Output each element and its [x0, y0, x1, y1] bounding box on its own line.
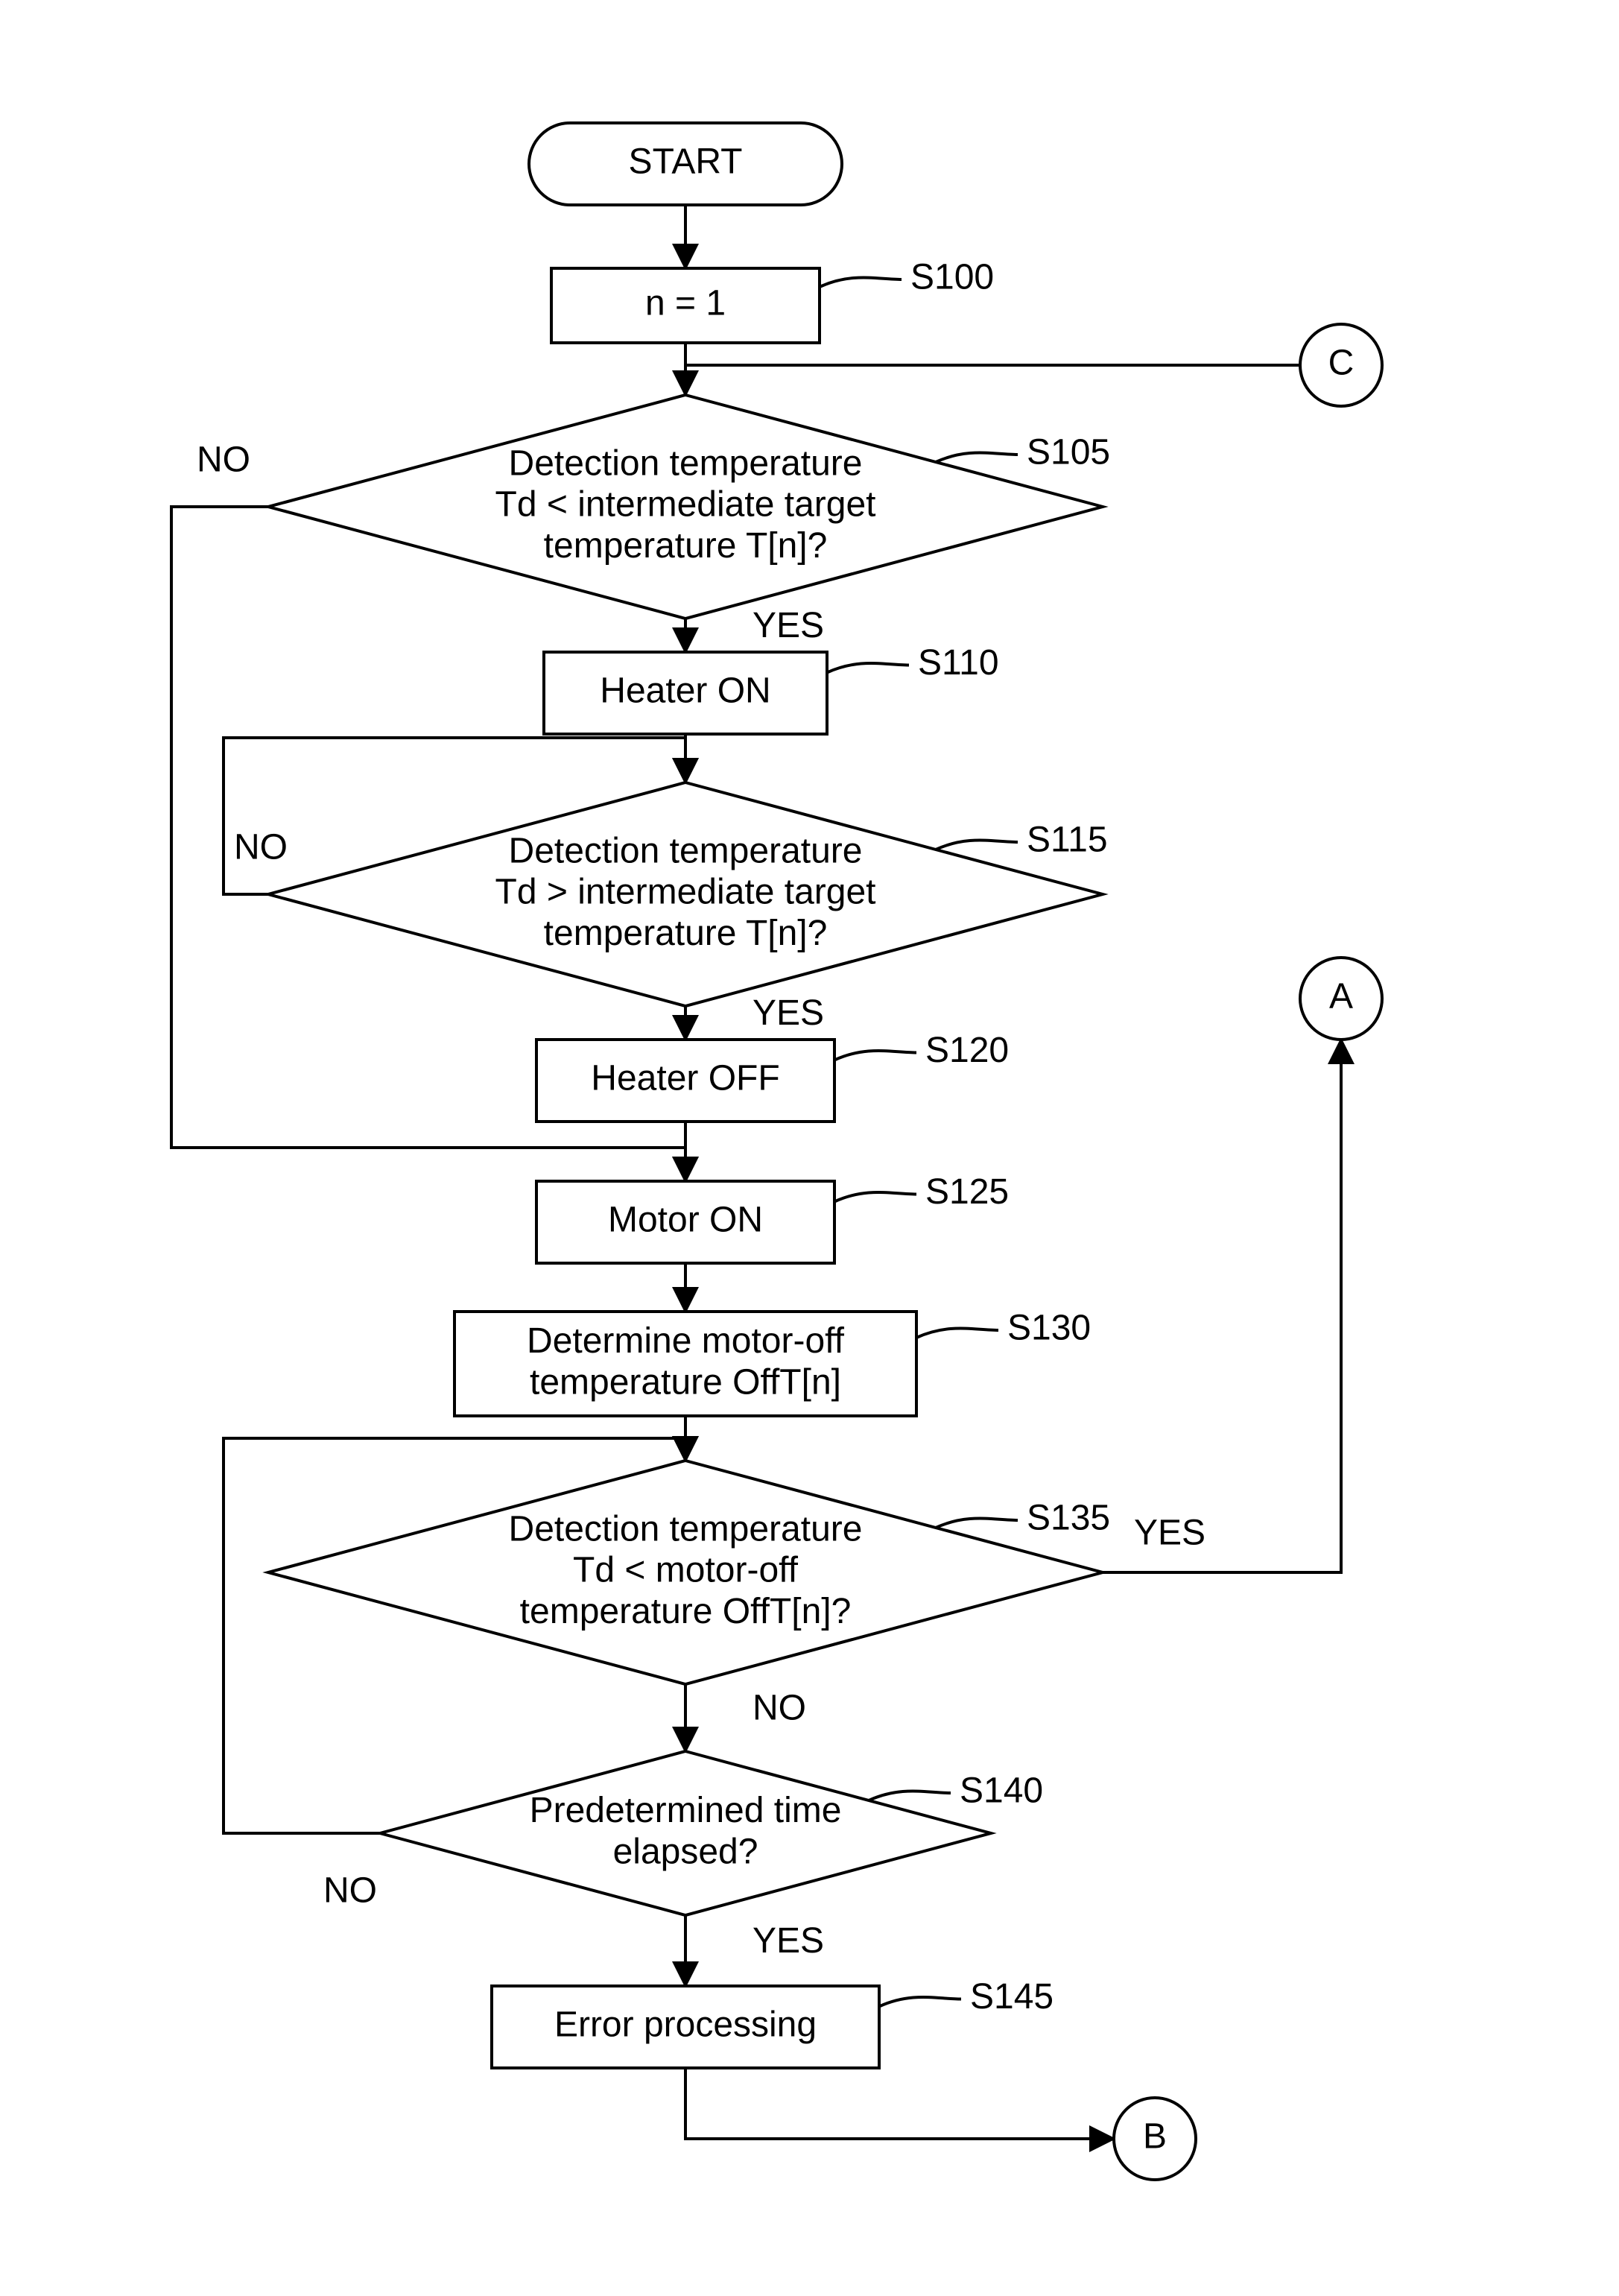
edge-label: NO [323, 1871, 377, 1911]
edge-label: YES [753, 1921, 824, 1961]
edge-label: YES [753, 993, 824, 1033]
decision-label: Td < motor-off [573, 1551, 799, 1590]
step-label: S145 [970, 1977, 1054, 2017]
decision-label: Td < intermediate target [495, 485, 876, 525]
step-label: S115 [1027, 820, 1108, 860]
step-label: S120 [925, 1031, 1009, 1070]
decision-label: elapsed? [613, 1832, 758, 1871]
terminator-label: START [629, 142, 743, 182]
step-label: S125 [925, 1172, 1009, 1212]
flow-edge [685, 2068, 1114, 2139]
process-label: Heater ON [600, 671, 770, 711]
step-label: S135 [1027, 1499, 1110, 1538]
decision-label: Detection temperature [509, 443, 863, 483]
process-label: temperature OffT[n] [530, 1362, 841, 1402]
connector-label: B [1143, 2117, 1167, 2157]
edge-label: NO [197, 440, 250, 480]
decision-label: Detection temperature [509, 1509, 863, 1549]
edge-label: YES [753, 606, 824, 645]
edge-label: NO [234, 828, 288, 867]
decision-label: Predetermined time [530, 1791, 842, 1830]
step-label: S130 [1007, 1309, 1091, 1348]
connector-label: A [1329, 977, 1353, 1016]
process-label: Determine motor-off [527, 1321, 845, 1361]
flow-edge [1103, 1040, 1341, 1572]
connector-label: C [1328, 344, 1355, 383]
step-label: S105 [1027, 433, 1110, 472]
step-label: S100 [910, 258, 994, 297]
step-label: S110 [918, 643, 999, 683]
step-label: S140 [960, 1771, 1043, 1811]
decision-label: temperature T[n]? [544, 914, 828, 953]
process-label: Motor ON [608, 1201, 763, 1240]
edge-label: NO [753, 1689, 806, 1728]
decision-label: Detection temperature [509, 831, 863, 870]
decision-label: temperature OffT[n]? [520, 1592, 852, 1631]
process-label: n = 1 [645, 284, 726, 323]
decision-label: Td > intermediate target [495, 873, 876, 912]
decision-label: temperature T[n]? [544, 526, 828, 566]
edge-label: YES [1134, 1514, 1205, 1553]
process-label: Error processing [554, 2005, 817, 2045]
process-label: Heater OFF [591, 1059, 779, 1098]
